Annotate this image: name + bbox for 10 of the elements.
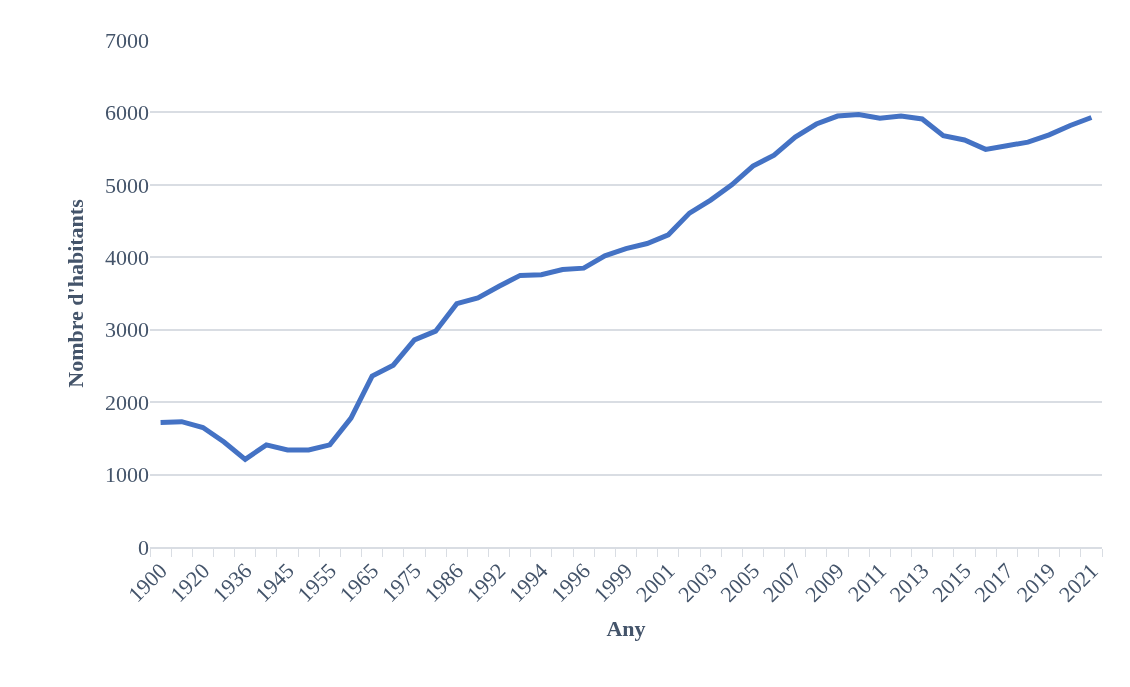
y-tick-label: 2000: [105, 389, 149, 415]
y-axis-title: Nombre d'habitants: [62, 198, 88, 388]
x-axis-title: Any: [606, 616, 646, 642]
y-tick-label: 7000: [105, 27, 149, 53]
y-tick-label: 0: [138, 534, 149, 560]
y-tick-label: 5000: [105, 172, 149, 198]
y-tick-label: 3000: [105, 317, 149, 343]
y-tick-label: 1000: [105, 462, 149, 488]
y-tick-label: 4000: [105, 244, 149, 270]
y-tick-label: 6000: [105, 100, 149, 126]
